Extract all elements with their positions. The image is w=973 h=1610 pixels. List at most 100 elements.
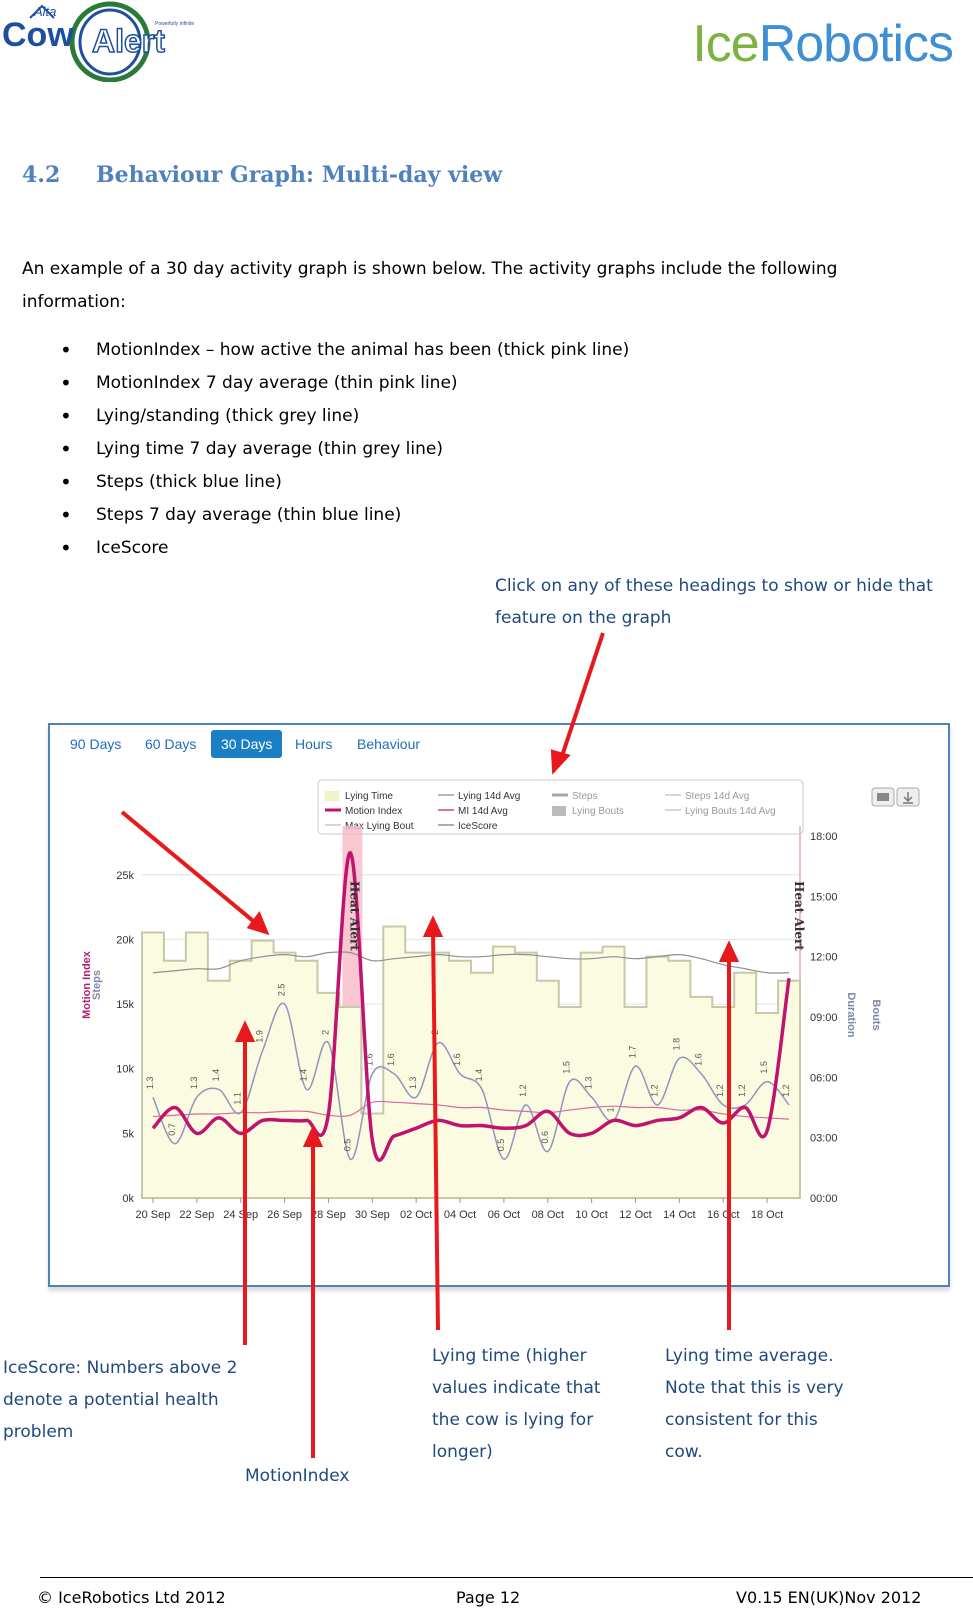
tab-hours[interactable]: Hours (295, 736, 333, 752)
callout-lying-average: Lying time average. Note that this is ve… (665, 1346, 844, 1462)
y-right-tick-label: 06:00 (810, 1072, 838, 1084)
cowalert-logo: Cow Alert Alta Powerfully Infinite (0, 0, 200, 83)
list-item: IceScore (58, 532, 629, 565)
legend-item-label[interactable]: Lying Time (345, 791, 393, 802)
legend-item-label[interactable]: Lying 14d Avg (458, 791, 520, 802)
footer-page-number: Page 12 (456, 1588, 521, 1607)
icescore-data-label: 1.6 (452, 1053, 462, 1066)
svg-text:Powerfully Infinite: Powerfully Infinite (155, 21, 194, 27)
series-lying-14d-avg (152, 951, 790, 974)
tab-30-days[interactable]: 30 Days (211, 730, 283, 758)
svg-text:Alert: Alert (92, 23, 165, 59)
series-motion-index (151, 851, 791, 1162)
icescore-data-label: 1.4 (211, 1069, 221, 1082)
icescore-data-label: 1.2 (737, 1084, 747, 1097)
arrow-to-lying-line (120, 810, 260, 927)
icescore-data-label: 1.5 (759, 1061, 769, 1074)
arrow-to-lying-time (431, 929, 440, 1331)
left-axis-title-steps: Steps (91, 970, 103, 1000)
legend-item-label[interactable]: Max Lying Bout (345, 821, 414, 832)
y-left-tick-label: 25k (116, 870, 134, 882)
icescore-data-label: 1.5 (562, 1061, 572, 1074)
legend-item-label[interactable]: Steps (572, 791, 598, 802)
series-mi-14d-avg (152, 1100, 790, 1120)
x-tick-label: 04 Oct (444, 1209, 476, 1221)
left-axis-title-motion: Motion Index (81, 950, 93, 1019)
y-left-tick-label: 5k (122, 1128, 134, 1140)
annotation-arrows (120, 632, 740, 1458)
legend-item-label[interactable]: IceScore (458, 821, 498, 832)
icescore-data-label: 1.3 (145, 1077, 155, 1090)
x-tick-label: 24 Sep (223, 1209, 258, 1221)
section-heading: 4.2 Behaviour Graph: Multi-day view (22, 162, 502, 188)
right-axis-title-duration: Duration (845, 992, 857, 1038)
x-tick-label: 02 Oct (400, 1209, 432, 1221)
heat-alert-label: Heat Alert (792, 881, 806, 951)
x-tick-label: 06 Oct (488, 1209, 520, 1221)
legend-item-label[interactable]: MI 14d Avg (458, 806, 508, 817)
legend-item-label[interactable]: Lying Bouts 14d Avg (685, 806, 776, 817)
icescore-data-label: 1.3 (408, 1077, 418, 1090)
y-right-tick-label: 12:00 (810, 952, 838, 964)
icescore-data-label: 1.7 (628, 1046, 638, 1059)
y-right-tick-label: 18:00 (810, 831, 838, 843)
y-right-tick-label: 00:00 (810, 1193, 838, 1205)
icescore-data-label: 1.4 (474, 1069, 484, 1082)
callout-motionindex: MotionIndex (245, 1466, 350, 1486)
icescore-data-label: 2.5 (277, 984, 287, 997)
tab-60-days[interactable]: 60 Days (145, 736, 197, 752)
icescore-data-label: 1.3 (584, 1077, 594, 1090)
feature-list: MotionIndex – how active the animal has … (58, 334, 629, 565)
arrow-head (718, 940, 740, 962)
tab-90-days[interactable]: 90 Days (70, 736, 122, 752)
x-tick-label: 10 Oct (575, 1209, 607, 1221)
section-number: 4.2 (22, 162, 61, 188)
y-left-tick-label: 0k (122, 1193, 134, 1205)
right-axis-title-bouts: Bouts (870, 999, 882, 1030)
legend-swatch[interactable] (552, 806, 566, 816)
icescore-data-label: 1.1 (233, 1092, 243, 1105)
footer-version: V0.15 EN(UK)Nov 2012 (736, 1588, 922, 1607)
x-tick-label: 30 Sep (355, 1209, 390, 1221)
callout-lying-time: Lying time (higher values indicate that … (432, 1346, 601, 1462)
legend-item-label[interactable]: Lying Bouts (572, 806, 624, 817)
series-lying-time (141, 925, 801, 1199)
footer-divider (40, 1577, 973, 1578)
heat-alert-label: Heat Alert (347, 881, 361, 951)
print-icon[interactable] (871, 787, 895, 807)
icerobotics-logo: IceRobotics (692, 15, 954, 73)
icescore-data-label: 1.6 (364, 1053, 374, 1066)
y-left-tick-label: 15k (116, 999, 134, 1011)
icescore-data-label: 1.6 (386, 1053, 396, 1066)
x-tick-label: 22 Sep (179, 1209, 214, 1221)
y-left-tick-label: 10k (116, 1064, 134, 1076)
list-item: MotionIndex – how active the animal has … (58, 334, 629, 367)
y-right-tick-label: 15:00 (810, 891, 838, 903)
icescore-data-label: 1.2 (781, 1084, 791, 1097)
y-left-tick-label: 20k (116, 934, 134, 946)
x-tick-label: 28 Sep (311, 1209, 346, 1221)
legend-swatch[interactable] (325, 791, 339, 801)
x-tick-label: 16 Oct (707, 1209, 739, 1221)
tab-behaviour[interactable]: Behaviour (357, 736, 421, 752)
x-tick-label: 12 Oct (619, 1209, 651, 1221)
arrow-head (422, 915, 444, 937)
legend-item-label[interactable]: Steps 14d Avg (685, 791, 749, 802)
arrow-head (550, 749, 571, 775)
icescore-data-label: 2 (320, 1030, 330, 1035)
x-tick-label: 18 Oct (751, 1209, 783, 1221)
legend-item-label[interactable]: Motion Index (345, 806, 402, 817)
icescore-data-label: 1.2 (518, 1084, 528, 1097)
arrow-to-legend (558, 632, 605, 763)
intro-paragraph: An example of a 30 day activity graph is… (22, 259, 838, 312)
icescore-data-label: 1.6 (693, 1053, 703, 1066)
list-item: Steps (thick blue line) (58, 466, 629, 499)
icescore-data-label: 1 (606, 1107, 616, 1112)
arrow-head (246, 910, 270, 936)
icescore-data-label: 1.8 (671, 1038, 681, 1051)
icescore-data-label: 1.4 (299, 1069, 309, 1082)
download-icon[interactable] (896, 787, 920, 807)
footer-copyright: © IceRobotics Ltd 2012 (37, 1588, 226, 1607)
y-right-tick-label: 09:00 (810, 1012, 838, 1024)
